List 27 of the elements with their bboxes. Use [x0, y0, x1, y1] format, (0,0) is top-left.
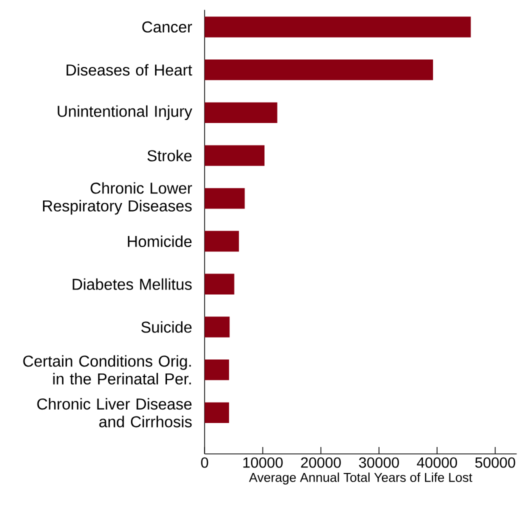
y-tick-label: Diseases of Heart — [66, 64, 192, 76]
y-tick-label: Suicide — [141, 321, 192, 333]
y-tick-label: Chronic Lower Respiratory Diseases — [43, 182, 192, 215]
x-tick-label: 30000 — [359, 457, 399, 468]
y-tick-label: Homicide — [128, 235, 192, 248]
x-tick-label: 40000 — [416, 457, 458, 468]
bar — [204, 402, 230, 424]
y-tick-label: Stroke — [147, 150, 192, 162]
bar — [204, 316, 230, 338]
bar — [204, 145, 264, 166]
y-tick-label: Diabetes Mellitus — [72, 278, 192, 290]
bar — [204, 360, 230, 380]
bar — [204, 230, 239, 252]
bar — [204, 274, 234, 294]
y-tick-label: Chronic Liver Disease and Cirrhosis — [37, 398, 192, 428]
bar — [204, 60, 434, 80]
y-tick-label: Unintentional Injury — [58, 105, 192, 120]
bar — [204, 16, 471, 38]
x-axis-title: Average Annual Total Years of Life Lost — [249, 472, 472, 484]
y-tick-label: Cancer — [142, 21, 192, 33]
bar — [204, 188, 245, 209]
y-tick-label: Certain Conditions Orig. in the Perinatal Per. — [23, 355, 191, 384]
bar — [204, 102, 278, 124]
x-tick-label: 20000 — [301, 457, 341, 468]
x-tick-label: 10000 — [243, 457, 283, 468]
x-tick-label: 0 — [201, 457, 208, 468]
x-tick-label: 50000 — [475, 457, 516, 468]
